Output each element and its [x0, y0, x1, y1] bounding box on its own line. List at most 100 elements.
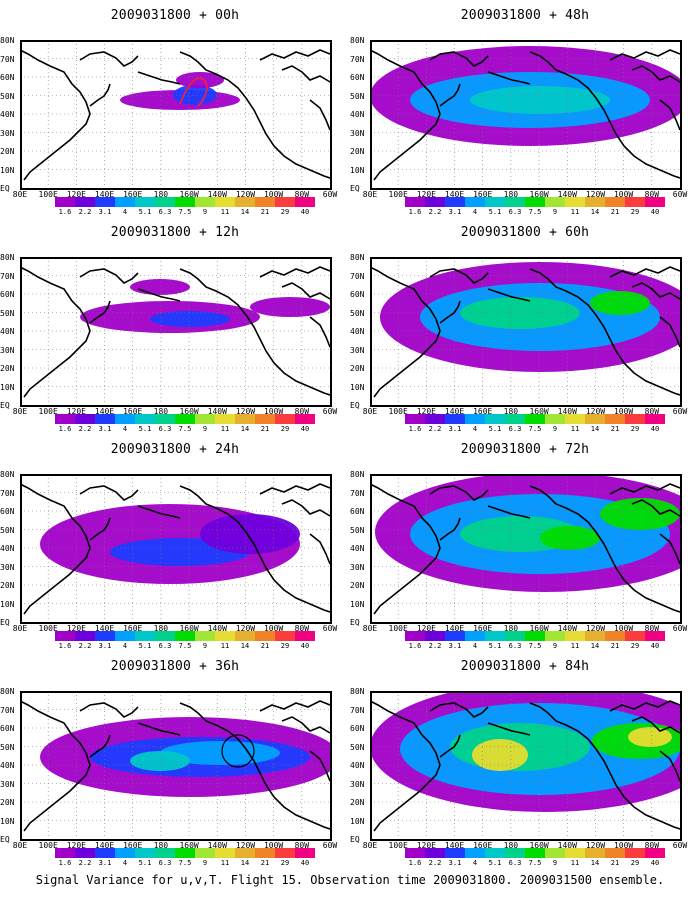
variance-area	[600, 498, 680, 530]
colorbar-swatch	[445, 631, 465, 641]
longitude-label: 80E	[362, 190, 378, 199]
colorbar-swatch	[55, 631, 75, 641]
longitude-label: 180	[503, 841, 519, 850]
coastline	[137, 71, 181, 85]
variance-area	[460, 297, 580, 329]
colorbar-swatch	[135, 414, 155, 424]
coastline	[659, 533, 680, 565]
variance-area	[160, 741, 280, 765]
figure-caption: Signal Variance for u,v,T. Flight 15. Ob…	[35, 873, 665, 887]
colorbar-label: 14	[590, 425, 600, 433]
colorbar-label: 5.1	[138, 859, 152, 867]
longitude-label: 80W	[644, 407, 660, 416]
latitude-label: 50N	[0, 308, 15, 318]
longitude-label: 180	[153, 624, 169, 633]
latitude-label: 60N	[350, 290, 365, 299]
variance-map	[20, 257, 330, 405]
longitude-label: 80W	[294, 624, 310, 633]
colorbar-swatch	[405, 197, 425, 207]
colorbar-swatch	[295, 197, 315, 207]
longitude-label: 80E	[12, 624, 28, 633]
longitude-label: 120E	[66, 407, 86, 416]
colorbar-swatch	[175, 631, 195, 641]
coastline	[429, 702, 489, 718]
colorbar-swatch	[645, 414, 665, 424]
coastline	[89, 83, 111, 107]
colorbar-swatch	[215, 848, 235, 858]
latitude-label: 10N	[350, 599, 365, 609]
colorbar-label: 6.3	[508, 425, 522, 433]
colorbar-swatch	[115, 631, 135, 641]
latitude-label: 50N	[350, 91, 365, 101]
longitude-label: 120E	[416, 407, 436, 416]
flight-track	[179, 77, 208, 107]
colorbar-swatch	[545, 197, 565, 207]
variance-area	[130, 279, 190, 295]
colorbar-swatch	[195, 414, 215, 424]
latitude-label: 70N	[350, 54, 365, 64]
coastline	[429, 268, 489, 284]
latitude-label: 50N	[0, 525, 15, 535]
colorbar-label: 2.2	[78, 642, 92, 650]
colorbar-swatch	[445, 414, 465, 424]
colorbar-label: 2.2	[428, 642, 442, 650]
coastline	[370, 49, 441, 181]
longitude-label: 140W	[207, 407, 227, 416]
colorbar-swatch	[95, 414, 115, 424]
latitude-label: EQ	[350, 401, 360, 410]
coastline	[20, 700, 91, 832]
coastline	[609, 266, 680, 278]
variance-map	[20, 40, 330, 188]
colorbar-label: 3.1	[98, 859, 112, 867]
colorbar	[405, 414, 665, 424]
coastline	[529, 268, 680, 396]
colorbar-swatch	[195, 631, 215, 641]
coastline	[487, 71, 531, 85]
longitude-label: 80E	[12, 841, 28, 850]
colorbar-swatch	[195, 848, 215, 858]
colorbar-swatch	[155, 631, 175, 641]
colorbar-label: 29	[280, 208, 290, 216]
variance-area	[173, 85, 217, 105]
colorbar-swatch	[275, 631, 295, 641]
colorbar-swatch	[565, 848, 585, 858]
latitude-label: 40N	[350, 761, 365, 770]
colorbar-label: 9	[552, 859, 558, 867]
longitude-label: 100W	[613, 407, 634, 416]
colorbar-swatch	[585, 631, 605, 641]
colorbar-label: 29	[630, 642, 640, 650]
longitude-label: 160W	[179, 624, 199, 633]
longitude-label: 60W	[322, 841, 338, 850]
colorbar-swatch	[465, 631, 485, 641]
colorbar-label: 21	[610, 642, 620, 650]
latitude-label: 50N	[0, 742, 15, 752]
latitude-label: 70N	[0, 271, 15, 281]
colorbar-label: 4	[472, 859, 478, 867]
longitude-label: 80W	[644, 841, 660, 850]
forecast-panel: 2009031800 + 72h 80N 70N 60N 50N 40N 30N 20N 10N…	[350, 434, 700, 650]
colorbar-swatch	[175, 414, 195, 424]
colorbar-label: 40	[650, 642, 660, 650]
longitude-label: 120W	[585, 190, 606, 199]
colorbar-label: 11	[570, 425, 580, 433]
colorbar-label: 14	[240, 859, 250, 867]
colorbar	[55, 197, 315, 207]
coastline	[439, 517, 461, 541]
colorbar-swatch	[55, 197, 75, 207]
coastline	[281, 65, 330, 83]
colorbar-swatch	[95, 848, 115, 858]
longitude-label: 80E	[362, 841, 378, 850]
latitude-label: 10N	[0, 599, 15, 609]
longitude-label: 80W	[294, 407, 310, 416]
coastline	[370, 483, 441, 615]
longitude-label: 100E	[38, 841, 58, 850]
colorbar-label: 21	[610, 208, 620, 216]
coastline	[259, 49, 330, 61]
longitude-label: 100E	[38, 190, 58, 199]
colorbar-swatch	[275, 197, 295, 207]
longitude-label: 160W	[529, 407, 549, 416]
colorbar-swatch	[525, 197, 545, 207]
longitude-label: 160E	[473, 624, 493, 633]
longitude-label: 120E	[416, 190, 436, 199]
coastline	[179, 51, 330, 179]
